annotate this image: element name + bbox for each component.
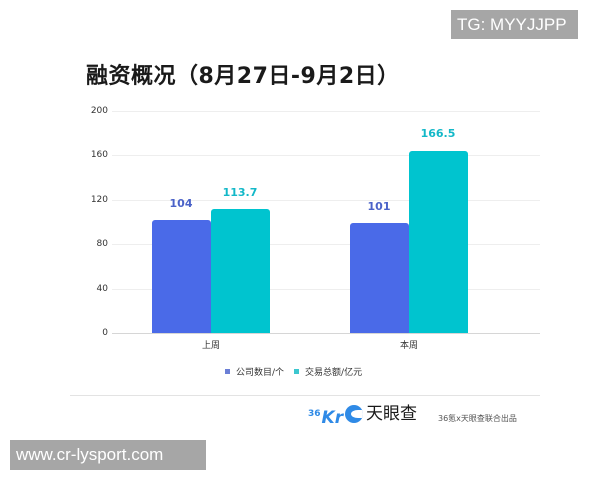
gridline-200 bbox=[112, 111, 540, 112]
gridline-80 bbox=[112, 244, 540, 245]
site-watermark: www.cr-lysport.com bbox=[10, 440, 206, 470]
tianyancha-logo-text: 天眼查 bbox=[366, 404, 417, 424]
36kr-logo-text: Kr bbox=[321, 408, 344, 428]
36kr-logo-number: 36 bbox=[308, 409, 321, 419]
x-category-last-week: 上周 bbox=[201, 341, 220, 351]
legend-label-companies: 公司数目/个 bbox=[236, 368, 285, 378]
bar-this-week-companies bbox=[350, 223, 409, 333]
bar-this-week-amount bbox=[409, 151, 468, 333]
legend-label-amount: 交易总额/亿元 bbox=[305, 368, 363, 378]
x-axis-line bbox=[112, 333, 540, 334]
legend-item-companies: 公司数目/个 bbox=[225, 365, 284, 378]
footer-divider bbox=[70, 395, 540, 396]
chart-title: 融资概况（8月27日-9月2日） bbox=[86, 64, 400, 89]
36kr-logo: 36Kr bbox=[308, 404, 343, 428]
credit-text: 36氪x天眼查联合出品 bbox=[438, 414, 517, 423]
bar-chart: 200 160 120 80 40 0 104 113.7 上周 101 166… bbox=[90, 106, 540, 351]
tianyancha-logo: 天眼查 bbox=[345, 404, 417, 424]
label-this-week-amount: 166.5 bbox=[420, 127, 456, 140]
gridline-120 bbox=[112, 200, 540, 201]
chart-legend: 公司数目/个 交易总额/亿元 bbox=[225, 365, 372, 378]
y-tick-40: 40 bbox=[96, 284, 108, 294]
legend-swatch-blue-icon bbox=[225, 369, 230, 374]
label-last-week-companies: 104 bbox=[169, 197, 193, 210]
bar-last-week-amount bbox=[211, 209, 270, 333]
tg-watermark: TG: MYYJJPP bbox=[451, 10, 578, 39]
x-category-this-week: 本周 bbox=[399, 341, 418, 351]
y-tick-80: 80 bbox=[96, 239, 108, 249]
tianyancha-logo-icon bbox=[345, 405, 363, 423]
gridline-160 bbox=[112, 155, 540, 156]
label-this-week-companies: 101 bbox=[367, 200, 391, 213]
legend-item-amount: 交易总额/亿元 bbox=[294, 365, 362, 378]
label-last-week-amount: 113.7 bbox=[222, 186, 258, 199]
y-tick-120: 120 bbox=[90, 195, 108, 205]
y-tick-200: 200 bbox=[90, 106, 108, 116]
y-tick-160: 160 bbox=[90, 150, 108, 160]
legend-swatch-cyan-icon bbox=[294, 369, 300, 374]
y-tick-0: 0 bbox=[102, 328, 108, 338]
bar-last-week-companies bbox=[152, 220, 211, 333]
gridline-40 bbox=[112, 289, 540, 290]
